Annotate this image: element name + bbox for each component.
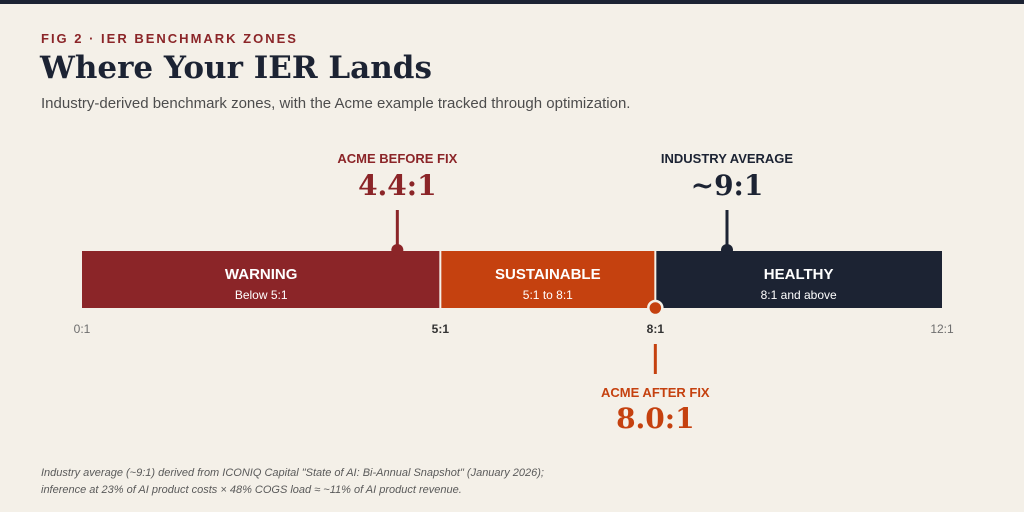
annotation-dot (391, 244, 404, 256)
page-subtitle: Industry-derived benchmark zones, with t… (41, 95, 631, 112)
zone-bar-sustainable (440, 251, 656, 308)
annotation-label: INDUSTRY AVERAGE (661, 151, 794, 166)
zone-range-sustainable: 5:1 to 8:1 (523, 288, 573, 302)
annotation-dot (647, 299, 664, 317)
tick-label: 12:1 (930, 322, 954, 336)
figure-label: FIG 2 · IER BENCHMARK ZONES (41, 31, 298, 46)
annotation-value: 8.0:1 (616, 402, 695, 435)
footnote-line-2: inference at 23% of AI product costs × 4… (41, 484, 462, 496)
annotation-dot (721, 244, 733, 256)
page-title: Where Your IER Lands (40, 50, 432, 86)
zone-range-healthy: 8:1 and above (761, 288, 837, 302)
annotation-label: ACME BEFORE FIX (337, 151, 457, 166)
annotation-value: ~9:1 (691, 169, 764, 202)
footnote: Industry average (~9:1) derived from ICO… (41, 465, 544, 499)
zone-bar-warning (82, 251, 441, 308)
zone-name-healthy: HEALTHY (764, 266, 834, 283)
tick-label: 8:1 (647, 322, 665, 336)
zone-name-sustainable: SUSTAINABLE (495, 266, 601, 283)
annotation-label: ACME AFTER FIX (601, 385, 710, 400)
zone-name-warning: WARNING (225, 266, 298, 283)
top-accent-bar (0, 0, 1024, 4)
footnote-line-1: Industry average (~9:1) derived from ICO… (41, 467, 544, 479)
annotation-value: 4.4:1 (358, 169, 437, 202)
tick-label: 0:1 (74, 322, 91, 336)
zone-range-warning: Below 5:1 (235, 288, 288, 302)
tick-label: 5:1 (432, 322, 450, 336)
zone-bar-healthy (655, 251, 942, 308)
